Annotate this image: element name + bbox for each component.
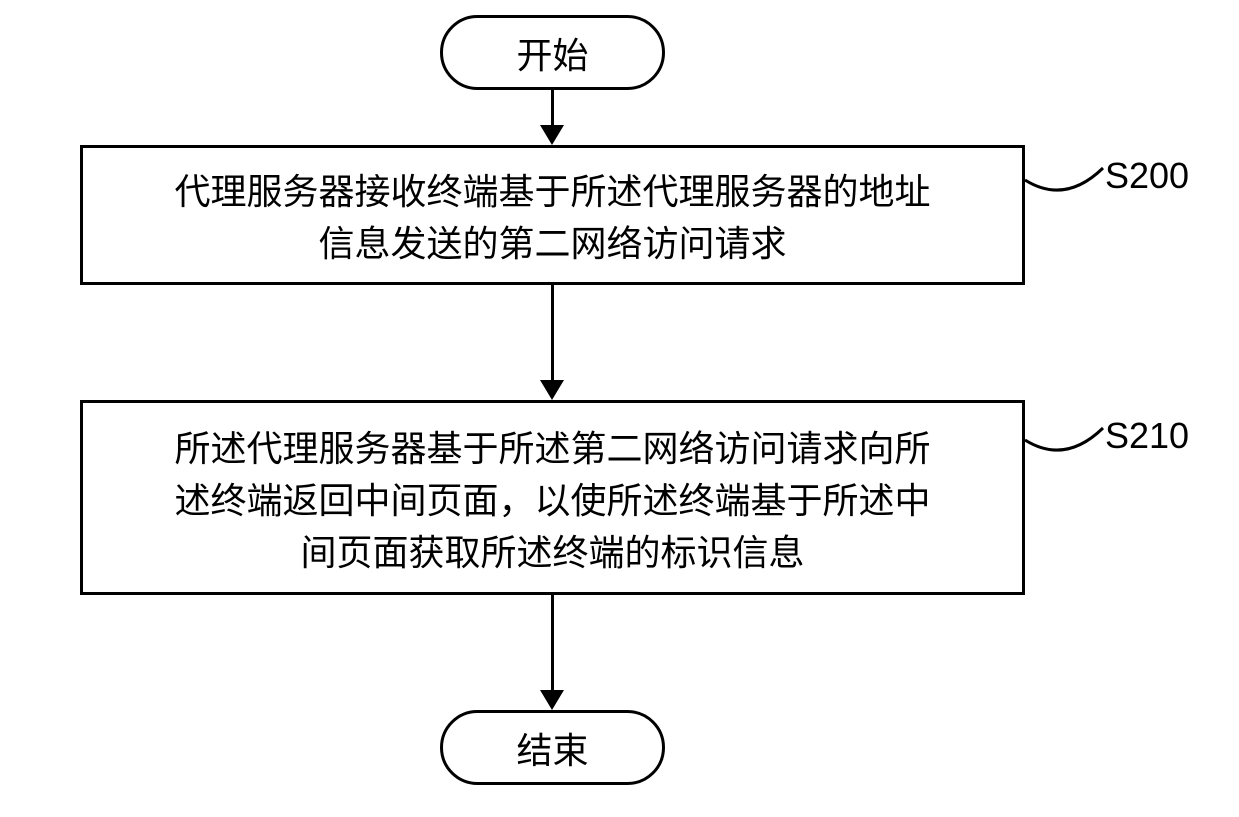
arrowhead-3 [540,690,564,710]
start-text: 开始 [516,27,588,79]
s200-node: 代理服务器接收终端基于所述代理服务器的地址 信息发送的第二网络访问请求 [80,145,1025,285]
flowchart-canvas: 开始 代理服务器接收终端基于所述代理服务器的地址 信息发送的第二网络访问请求 S… [0,0,1239,817]
start-node: 开始 [440,15,665,90]
connector-s200 [1025,150,1105,210]
arrowhead-1 [540,125,564,145]
s210-text: 所述代理服务器基于所述第二网络访问请求向所 述终端返回中间页面，以使所述终端基于… [174,420,930,576]
edge-s210-end [551,595,554,690]
s210-label: S210 [1105,415,1189,457]
end-text: 结束 [516,722,588,774]
s210-node: 所述代理服务器基于所述第二网络访问请求向所 述终端返回中间页面，以使所述终端基于… [80,400,1025,595]
connector-s210 [1025,410,1105,470]
arrowhead-2 [540,380,564,400]
s200-label: S200 [1105,155,1189,197]
end-node: 结束 [440,710,665,785]
s200-text: 代理服务器接收终端基于所述代理服务器的地址 信息发送的第二网络访问请求 [174,163,930,267]
edge-s200-s210 [551,285,554,380]
edge-start-s200 [551,90,554,130]
